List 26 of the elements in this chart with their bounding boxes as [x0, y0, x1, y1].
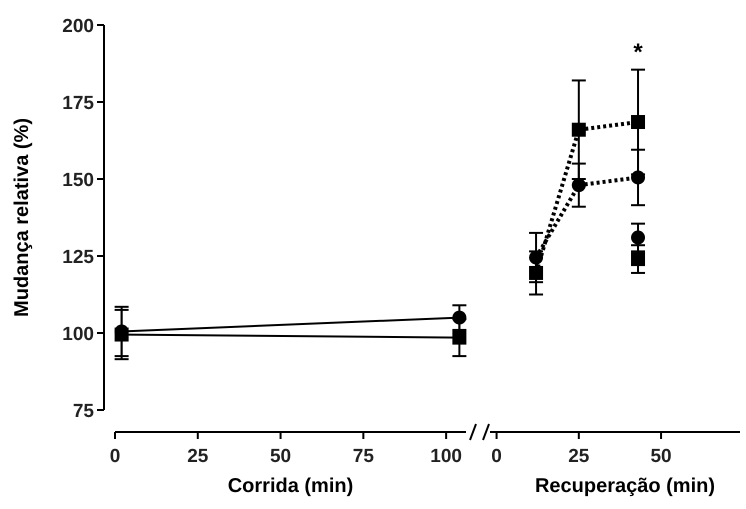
point [529, 266, 544, 280]
y-axis-title: Mudança relativa (%) [11, 118, 33, 317]
x-tick-label: 100 [430, 446, 462, 467]
point [572, 122, 586, 137]
x-tick-label: 50 [650, 446, 672, 467]
y-tick-label: 150 [62, 170, 94, 191]
y-tick-label: 100 [62, 324, 94, 345]
x-tick-label: 25 [187, 446, 209, 467]
x-tick-label: 25 [568, 446, 590, 467]
point [631, 230, 646, 245]
x-tick-label: 0 [110, 446, 120, 467]
x-axis-title: Recuperação (min) [534, 475, 716, 497]
x-tick-label: 50 [270, 446, 292, 467]
point [452, 330, 466, 345]
annotation: * [633, 39, 644, 66]
x-tick-label: 0 [491, 446, 502, 467]
point [631, 115, 646, 130]
y-tick-label: 125 [62, 247, 94, 268]
point [631, 252, 646, 266]
y-tick-label: 75 [72, 401, 94, 422]
x-axis-title: Corrida (min) [228, 475, 354, 497]
x-tick-label: 75 [352, 446, 374, 467]
y-tick-label: 175 [62, 93, 94, 114]
point [572, 178, 586, 192]
point [114, 328, 129, 342]
y-tick-label: 200 [62, 16, 94, 37]
